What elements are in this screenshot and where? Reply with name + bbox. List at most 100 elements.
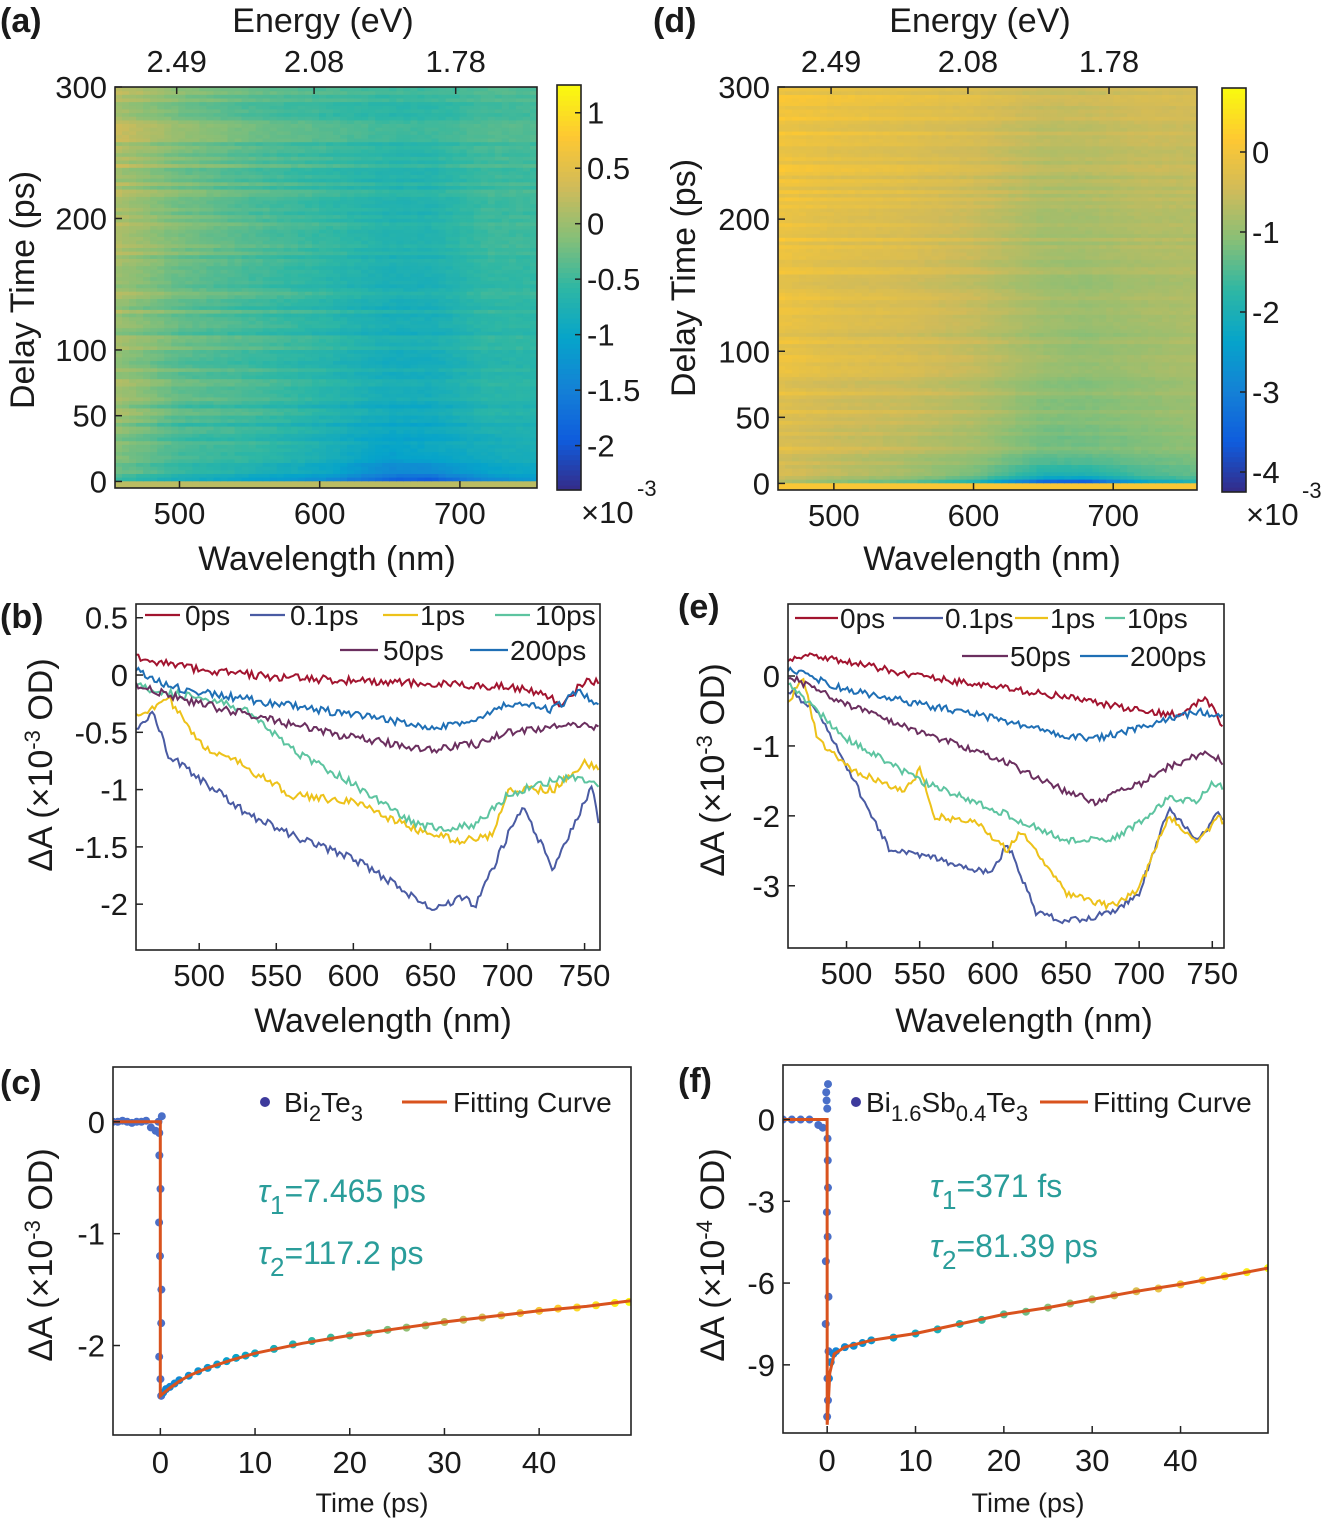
heatmap-cell (262, 342, 271, 347)
heatmap-cell (487, 225, 496, 230)
heatmap-cell (494, 447, 503, 453)
heatmap-cell (403, 477, 411, 482)
heatmap-cell (311, 214, 320, 219)
heatmap-cell (143, 291, 151, 296)
heatmap-cell (431, 334, 440, 340)
heatmap-cell (206, 327, 214, 332)
heatmap-cell (494, 291, 503, 296)
heatmap-cell (333, 232, 341, 237)
heatmap-cell (354, 221, 362, 227)
heatmap-cell (276, 287, 285, 292)
heatmap-cell (530, 447, 537, 453)
heatmap-cell (480, 349, 489, 354)
heatmap-cell (375, 447, 383, 453)
heatmap-cell (304, 367, 313, 372)
heatmap-cell (382, 269, 390, 274)
heatmap-cell (396, 262, 404, 267)
heatmap-cell (304, 345, 313, 350)
heatmap-cell (424, 473, 433, 478)
heatmap-cell (333, 426, 341, 431)
heatmap-cell (347, 258, 355, 263)
heatmap-cell (424, 251, 433, 256)
heatmap-cell (396, 331, 404, 336)
heatmap-cell (480, 302, 489, 307)
heatmap-cell (508, 437, 517, 442)
heatmap-cell (171, 280, 179, 285)
heatmap-cell (129, 458, 137, 463)
heatmap-cell (255, 334, 264, 340)
heatmap-cell (304, 320, 313, 325)
heatmap-cell (480, 309, 489, 314)
heatmap-cell (297, 378, 306, 383)
heatmap-cell (522, 477, 531, 482)
heatmap-cell (424, 345, 433, 350)
heatmap-cell (297, 389, 306, 394)
heatmap-cell (150, 207, 158, 212)
heatmap-cell (403, 327, 411, 332)
heatmap-cell (515, 411, 524, 416)
heatmap-cell (438, 360, 447, 365)
heatmap-cell (192, 189, 200, 194)
heatmap-cell (389, 185, 397, 190)
heatmap-cell (248, 415, 257, 420)
heatmap-cell (508, 484, 517, 488)
heatmap-cell (136, 232, 144, 237)
heatmap-cell (480, 276, 489, 281)
heatmap-cell (375, 302, 383, 307)
heatmap-cell (199, 254, 207, 259)
heatmap-cell (213, 229, 222, 234)
heatmap-cell (473, 287, 482, 292)
heatmap-cell (220, 324, 229, 329)
heatmap-cell (494, 294, 503, 299)
heatmap-cell (438, 294, 447, 299)
heatmap-cell (354, 283, 362, 289)
heatmap-cell (424, 437, 433, 442)
heatmap-cell (487, 389, 496, 394)
heatmap-cell (466, 411, 475, 416)
heatmap-cell (522, 396, 531, 402)
heatmap-cell (262, 364, 271, 369)
heatmap-cell (115, 276, 123, 281)
heatmap-cell (129, 411, 137, 416)
heatmap-cell (530, 477, 537, 482)
heatmap-cell (122, 181, 130, 186)
heatmap-cell (213, 185, 222, 190)
heatmap-cell (241, 203, 250, 208)
heatmap-cell (340, 404, 348, 409)
heatmap-cell (501, 385, 510, 391)
heatmap-cell (185, 477, 193, 482)
heatmap-cell (164, 287, 172, 292)
heatmap-cell (375, 272, 383, 278)
heatmap-cell (115, 349, 123, 354)
heatmap-cell (213, 331, 222, 336)
heatmap-cell (178, 385, 186, 391)
heatmap-cell (347, 214, 355, 219)
heatmap-cell (326, 411, 334, 416)
heatmap-cell (424, 291, 433, 296)
heatmap-cell (361, 265, 369, 270)
heatmap-cell (178, 196, 186, 201)
heatmap-cell (480, 455, 489, 460)
heatmap-cell (487, 433, 496, 438)
heatmap-cell (424, 396, 433, 402)
heatmap-cell (375, 254, 383, 259)
heatmap-cell (262, 207, 271, 212)
heatmap-cell (438, 455, 447, 460)
heatmap-cell (347, 324, 355, 329)
heatmap-cell (206, 389, 214, 394)
heatmap-cell (508, 458, 517, 463)
heatmap-cell (522, 207, 531, 212)
heatmap-cell (417, 396, 425, 402)
heatmap-cell (199, 367, 207, 372)
heatmap-cell (157, 400, 165, 405)
heatmap-cell (192, 262, 200, 267)
heatmap-cell (382, 473, 390, 478)
heatmap-cell (129, 214, 137, 219)
heatmap-cell (508, 378, 517, 383)
heatmap-cell (515, 305, 524, 310)
heatmap-cell (122, 426, 130, 431)
heatmap-cell (473, 484, 482, 488)
heatmap-cell (347, 200, 355, 205)
heatmap-cell (262, 437, 271, 442)
heatmap-cell (452, 236, 461, 241)
